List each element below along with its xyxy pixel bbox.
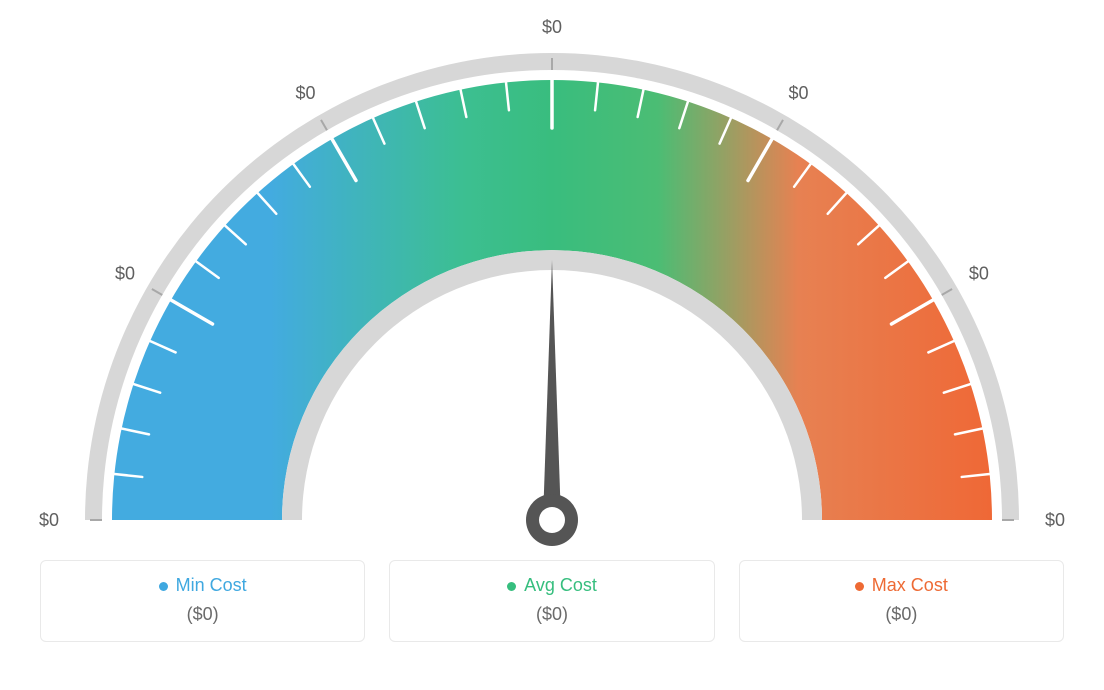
legend-card-avg: Avg Cost ($0) <box>389 560 714 642</box>
svg-text:$0: $0 <box>788 83 808 103</box>
svg-text:$0: $0 <box>39 510 59 530</box>
legend-label-text-avg: Avg Cost <box>524 575 597 595</box>
legend-label-avg: Avg Cost <box>390 575 713 596</box>
legend-dot-max <box>855 582 864 591</box>
legend-card-min: Min Cost ($0) <box>40 560 365 642</box>
gauge-chart: $0 $0 $0 $0 $0 $0 $0 <box>0 0 1104 560</box>
svg-text:$0: $0 <box>1045 510 1065 530</box>
legend-value-max: ($0) <box>740 604 1063 625</box>
legend-label-max: Max Cost <box>740 575 1063 596</box>
legend-card-max: Max Cost ($0) <box>739 560 1064 642</box>
svg-text:$0: $0 <box>115 264 135 284</box>
legend-label-min: Min Cost <box>41 575 364 596</box>
legend-label-text-max: Max Cost <box>872 575 948 595</box>
legend-dot-min <box>159 582 168 591</box>
svg-text:$0: $0 <box>295 83 315 103</box>
cost-gauge-widget: $0 $0 $0 $0 $0 $0 $0 Min Cost ($0) Avg Cost ($… <box>0 0 1104 690</box>
legend-label-text-min: Min Cost <box>176 575 247 595</box>
svg-text:$0: $0 <box>542 17 562 37</box>
legend-value-avg: ($0) <box>390 604 713 625</box>
legend-row: Min Cost ($0) Avg Cost ($0) Max Cost ($0… <box>0 560 1104 642</box>
svg-text:$0: $0 <box>969 264 989 284</box>
legend-value-min: ($0) <box>41 604 364 625</box>
legend-dot-avg <box>507 582 516 591</box>
